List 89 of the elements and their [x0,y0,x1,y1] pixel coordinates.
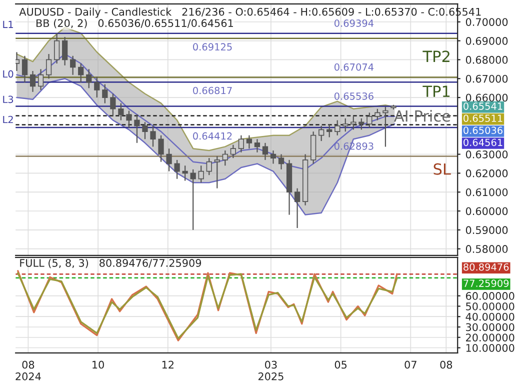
x-tick-label: 05 [334,360,347,369]
x-tick-label: 03 2025 [258,360,284,380]
chart-title: FULL (5, 8, 3) 80.89476/77.25909 [20,258,202,268]
y-tick-label: 0.63000 [466,150,508,158]
x-tick-label: 08 2024 [16,360,41,380]
candlestick [118,102,124,121]
y-tick-label: 0.66000 [466,94,508,102]
candlestick [278,154,284,170]
candlestick [238,134,244,153]
candlestick [86,68,92,89]
candlestick [150,125,156,148]
candlestick [190,168,196,230]
candlestick [374,108,380,121]
y-tick-label: 40.00000 [466,312,514,321]
candlestick [174,159,180,180]
text: 0.65036 [464,126,502,134]
candlestick [262,142,268,160]
text: BB (20, 2) 0.65036/0.65511/0.64561 [36,19,233,28]
candlestick [350,116,356,130]
candlestick [46,53,52,80]
x-tick-label: 12 [162,360,174,369]
x-tick-label: 10 [92,360,104,369]
annotation: SL [434,163,451,175]
ref-line-label: 80.89476 [464,263,509,271]
annotation: TP1 [422,86,450,97]
x-tick-label: 07 [404,360,416,369]
candlestick [214,156,220,189]
ref-line-label: 0.66817 [193,86,232,94]
y-tick-label: 0.70000 [466,18,508,26]
line-series [16,78,396,216]
y-tick-label: 10.00000 [466,344,514,352]
candlestick [182,165,188,182]
candlestick [142,122,148,140]
candlestick [38,68,44,91]
y-tick-label: 0.58000 [466,245,508,253]
y-tick-label: 0.68000 [466,56,508,64]
candlestick [222,150,228,166]
candlestick [126,110,132,128]
y-tick-label: 20.00000 [466,334,514,342]
candlestick [166,148,172,172]
ref-line-label: 77.25909 [464,280,509,287]
text: L3 [3,96,14,104]
candlestick [254,138,260,153]
candlestick [54,32,60,64]
candlestick [102,84,108,104]
text: 0.64561 [464,138,502,146]
y-tick-label: 30.00000 [466,323,514,332]
ref-line-label: 0.64412 [193,132,232,140]
candlestick [342,118,348,132]
y-tick-label: 0.59000 [466,226,508,234]
ref-line-label: 0.69394 [334,20,374,27]
candlestick [270,150,276,164]
candlestick [246,134,252,150]
candlestick [94,76,100,98]
candlestick [30,70,36,92]
y-tick-label: 0.61000 [466,188,508,196]
candlestick [382,106,388,148]
x-tick-label: 08 [440,360,452,369]
y-tick-label: 60.00000 [466,292,514,300]
candlestick [78,62,84,83]
ref-line-label: 0.65536 [334,92,374,100]
text: 0.65541 [464,102,502,110]
candlestick [318,125,324,142]
text: L0 [3,70,14,78]
candlestick [198,165,204,184]
y-tick-label: 0.69000 [466,37,508,45]
y-tick-label: 0.60000 [466,207,508,216]
candlestick [110,93,116,117]
text: L1 [3,20,13,28]
candlestick [206,157,212,176]
candlestick [22,55,28,83]
candlestick [230,144,236,159]
y-tick-label: 0.62000 [466,169,508,178]
text: 0.65511 [464,114,502,122]
candlestick [366,112,372,128]
candlestick [70,55,76,76]
candlestick [134,114,140,144]
candlestick [158,134,164,162]
candlestick [62,36,68,66]
candlestick [358,118,364,130]
annotation: TP2 [422,50,450,62]
text: L2 [3,116,13,124]
candlestick [294,188,300,229]
y-tick-label: 50.00000 [466,302,514,310]
y-tick-label: 0.67000 [466,74,508,83]
candlestick [334,120,340,136]
ref-line-label: 0.69125 [193,43,232,51]
ref-line-label: 0.67074 [334,63,374,71]
candlestick [326,123,332,138]
